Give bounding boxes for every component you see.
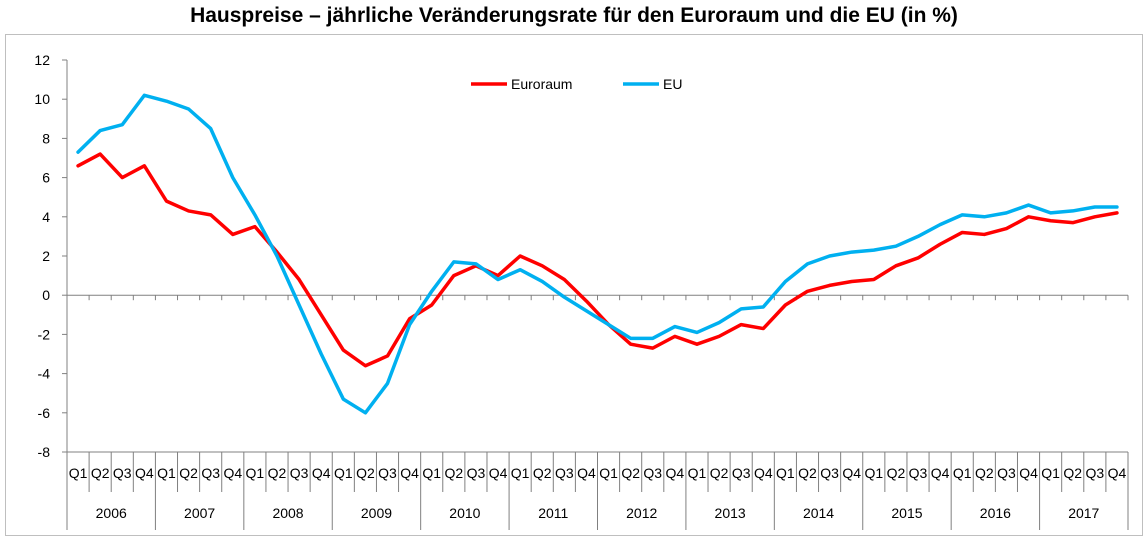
quarter-label: Q3 bbox=[997, 465, 1016, 481]
quarter-label: Q1 bbox=[511, 465, 530, 481]
y-tick-label: 6 bbox=[42, 170, 50, 186]
year-label: 2010 bbox=[449, 505, 480, 521]
quarter-label: Q4 bbox=[489, 465, 508, 481]
y-tick-label: 2 bbox=[42, 248, 50, 264]
series-line-eu bbox=[76, 93, 1119, 415]
legend-label-euroraum: Euroraum bbox=[511, 76, 572, 92]
quarter-label: Q4 bbox=[1019, 465, 1038, 481]
quarter-label: Q1 bbox=[688, 465, 707, 481]
series-line-euroraum bbox=[76, 152, 1119, 368]
quarter-label: Q2 bbox=[533, 465, 552, 481]
quarter-label: Q1 bbox=[953, 465, 972, 481]
quarter-label: Q1 bbox=[599, 465, 618, 481]
y-tick-label: 12 bbox=[34, 52, 50, 68]
chart-title: Hauspreise – jährliche Veränderungsrate … bbox=[190, 4, 958, 27]
quarter-label: Q1 bbox=[1041, 465, 1060, 481]
quarter-label: Q4 bbox=[312, 465, 331, 481]
year-label: 2015 bbox=[891, 505, 922, 521]
quarter-label: Q3 bbox=[643, 465, 662, 481]
quarter-label: Q4 bbox=[135, 465, 154, 481]
quarter-label: Q4 bbox=[223, 465, 242, 481]
quarter-label: Q2 bbox=[356, 465, 375, 481]
year-label: 2007 bbox=[184, 505, 215, 521]
quarter-label: Q2 bbox=[91, 465, 110, 481]
y-tick-label: 4 bbox=[42, 209, 50, 225]
quarter-label: Q1 bbox=[69, 465, 88, 481]
quarter-label: Q3 bbox=[820, 465, 839, 481]
quarter-label: Q4 bbox=[577, 465, 596, 481]
year-label: 2013 bbox=[715, 505, 746, 521]
y-tick-label: 10 bbox=[34, 91, 50, 107]
year-label: 2008 bbox=[272, 505, 303, 521]
quarter-label: Q2 bbox=[975, 465, 994, 481]
y-tick-label: -4 bbox=[38, 366, 51, 382]
year-label: 2006 bbox=[96, 505, 127, 521]
year-label: 2014 bbox=[803, 505, 834, 521]
quarter-label: Q3 bbox=[290, 465, 309, 481]
y-axis: 12 10 8 6 4 2 0 -2 -4 -6 -8 bbox=[34, 52, 68, 460]
quarter-label: Q4 bbox=[842, 465, 861, 481]
quarter-label: Q1 bbox=[157, 465, 176, 481]
quarter-label: Q3 bbox=[555, 465, 574, 481]
quarter-label: Q2 bbox=[444, 465, 463, 481]
quarter-label: Q2 bbox=[179, 465, 198, 481]
quarter-label: Q1 bbox=[334, 465, 353, 481]
year-label: 2009 bbox=[361, 505, 392, 521]
y-tick-label: -8 bbox=[38, 444, 51, 460]
y-tick-label: -6 bbox=[38, 405, 51, 421]
quarter-label: Q3 bbox=[1086, 465, 1105, 481]
series-lines bbox=[76, 93, 1119, 415]
quarter-label: Q2 bbox=[621, 465, 640, 481]
year-label: 2016 bbox=[980, 505, 1011, 521]
quarter-label: Q3 bbox=[113, 465, 132, 481]
quarter-label: Q3 bbox=[909, 465, 928, 481]
quarter-label: Q1 bbox=[246, 465, 265, 481]
quarter-label: Q2 bbox=[798, 465, 817, 481]
quarter-label: Q3 bbox=[378, 465, 397, 481]
quarter-label: Q3 bbox=[732, 465, 751, 481]
quarter-label: Q1 bbox=[864, 465, 883, 481]
chart-frame bbox=[5, 34, 1143, 536]
x-axis: Q1 Q2 Q3 Q4 Q1 Q2 Q3 Q4 Q1 Q2 Q3 Q4 Q1 Q2 Q3 Q4 Q1 Q2 Q3 Q4… bbox=[66, 294, 1129, 530]
legend: Euroraum EU bbox=[471, 76, 682, 92]
y-tick-label: 8 bbox=[42, 130, 50, 146]
legend-label-eu: EU bbox=[663, 76, 682, 92]
quarter-label: Q4 bbox=[400, 465, 419, 481]
quarter-label: Q1 bbox=[422, 465, 441, 481]
year-label: 2012 bbox=[626, 505, 657, 521]
quarter-label: Q1 bbox=[776, 465, 795, 481]
y-tick-label: -2 bbox=[38, 326, 51, 342]
y-tick-label: 0 bbox=[42, 287, 50, 303]
quarter-label: Q4 bbox=[666, 465, 685, 481]
quarter-label: Q2 bbox=[887, 465, 906, 481]
quarter-label: Q2 bbox=[268, 465, 287, 481]
quarter-label: Q3 bbox=[201, 465, 220, 481]
quarter-label: Q4 bbox=[931, 465, 950, 481]
quarter-label: Q2 bbox=[710, 465, 729, 481]
year-label: 2017 bbox=[1068, 505, 1099, 521]
quarter-label: Q4 bbox=[754, 465, 773, 481]
quarter-label: Q4 bbox=[1108, 465, 1127, 481]
quarter-label: Q2 bbox=[1063, 465, 1082, 481]
year-label: 2011 bbox=[538, 505, 568, 521]
quarter-label: Q3 bbox=[467, 465, 486, 481]
